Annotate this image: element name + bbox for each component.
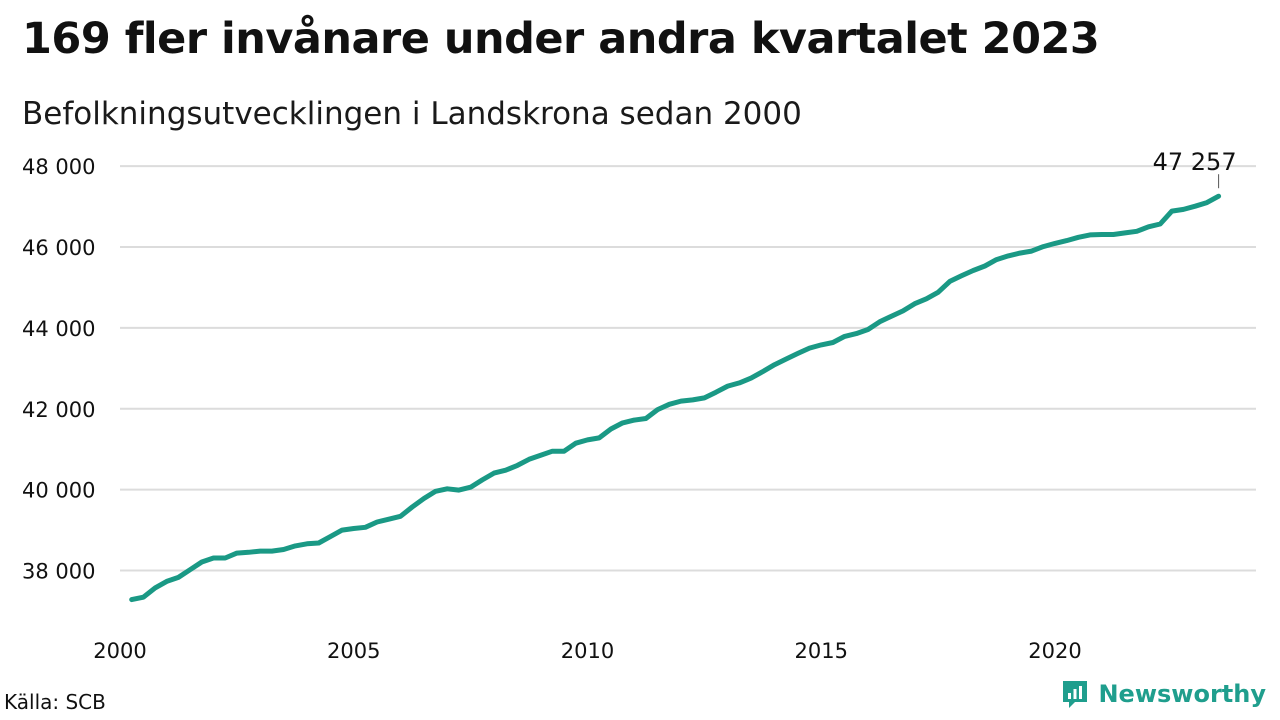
y-tick-label: 38 000 bbox=[22, 560, 95, 584]
y-tick-label: 42 000 bbox=[22, 398, 95, 422]
x-tick-label: 2015 bbox=[795, 639, 848, 663]
x-tick-label: 2010 bbox=[561, 639, 614, 663]
source-note: Källa: SCB bbox=[4, 690, 106, 714]
newsworthy-logo-icon bbox=[1063, 681, 1088, 708]
y-tick-label: 40 000 bbox=[22, 479, 95, 503]
y-tick-label: 44 000 bbox=[22, 317, 95, 341]
chart-title: 169 fler invånare under andra kvartalet … bbox=[22, 14, 1100, 64]
y-tick-label: 48 000 bbox=[22, 155, 95, 179]
chart-subtitle: Befolkningsutvecklingen i Landskrona sed… bbox=[22, 96, 802, 132]
end-value-label: 47 257 bbox=[1153, 148, 1237, 176]
y-tick-label: 46 000 bbox=[22, 236, 95, 260]
brand-name: Newsworthy bbox=[1098, 680, 1266, 708]
brand-logo[interactable]: Newsworthy bbox=[1060, 678, 1266, 710]
x-tick-label: 2005 bbox=[327, 639, 380, 663]
x-tick-label: 2020 bbox=[1028, 639, 1081, 663]
x-tick-label: 2000 bbox=[93, 639, 146, 663]
series-line bbox=[129, 193, 1222, 603]
